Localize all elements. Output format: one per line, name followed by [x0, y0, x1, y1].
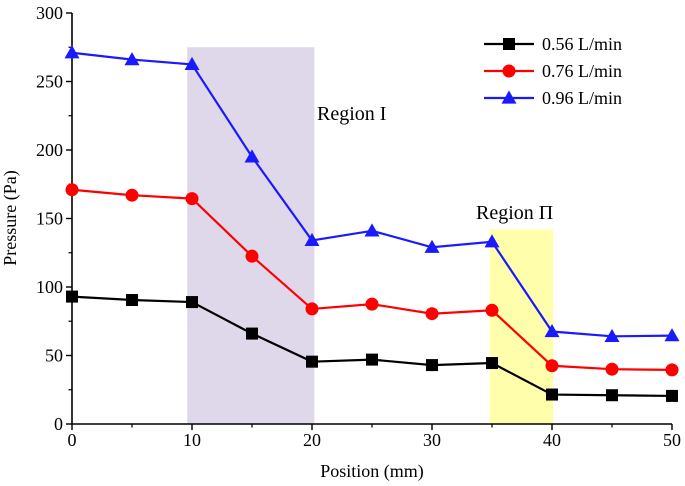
- legend-label-1: 0.56 L/min: [542, 34, 622, 54]
- y-tick-label: 0: [54, 414, 63, 434]
- y-tick-label: 200: [36, 140, 63, 160]
- data-point: [304, 232, 320, 247]
- region-band-1: [187, 47, 315, 424]
- y-axis-label: Pressure (Pa): [0, 170, 21, 265]
- x-tick-label: 20: [303, 430, 321, 450]
- y-tick-label: 100: [36, 277, 63, 297]
- data-point: [604, 328, 620, 342]
- region-labels: Region I Region Π: [317, 103, 553, 224]
- y-tick-label: 300: [36, 3, 63, 23]
- data-series: [64, 45, 680, 402]
- data-point: [306, 355, 318, 368]
- x-tick-label: 0: [68, 430, 77, 450]
- data-point: [64, 45, 80, 59]
- y-tick-label: 50: [45, 346, 63, 366]
- data-point: [245, 249, 259, 263]
- data-point: [426, 359, 438, 372]
- data-point: [246, 327, 258, 340]
- data-point: [65, 183, 79, 197]
- x-tick-label: 50: [663, 430, 681, 450]
- series-line-2: [71, 188, 673, 371]
- data-point: [484, 234, 500, 248]
- data-point: [126, 294, 138, 307]
- data-point: [424, 239, 440, 253]
- y-tick-label: 250: [36, 72, 63, 92]
- data-point: [605, 362, 619, 376]
- legend-marker-1: [503, 38, 515, 50]
- data-point: [364, 223, 380, 237]
- highlight-regions: [187, 47, 554, 424]
- x-axis-label: Position (mm): [320, 461, 424, 482]
- data-point: [425, 307, 439, 321]
- data-point: [546, 388, 558, 401]
- x-tick-label: 30: [423, 430, 441, 450]
- x-tick-label: 40: [543, 430, 561, 450]
- legend: 0.56 L/min 0.76 L/min 0.96 L/min: [484, 34, 622, 108]
- x-tick-label: 10: [183, 430, 201, 450]
- legend-marker-2: [502, 64, 516, 78]
- data-point: [544, 324, 560, 338]
- data-point: [365, 297, 379, 311]
- data-point: [184, 56, 200, 70]
- data-point: [185, 192, 199, 206]
- region-label-2: Region Π: [476, 202, 553, 224]
- data-point: [486, 357, 498, 370]
- data-point: [665, 363, 679, 377]
- data-point: [664, 328, 680, 342]
- legend-label-2: 0.76 L/min: [542, 61, 622, 81]
- data-point: [124, 52, 140, 66]
- data-point: [366, 353, 378, 366]
- series-line-1: [71, 295, 673, 398]
- region-band-2: [489, 229, 554, 424]
- region-label-1: Region I: [317, 103, 386, 125]
- data-point: [545, 359, 559, 373]
- legend-label-3: 0.96 L/min: [542, 88, 622, 108]
- legend-marker-3: [501, 90, 517, 104]
- data-point: [66, 290, 78, 303]
- data-point: [666, 389, 678, 402]
- data-point: [244, 149, 260, 163]
- data-point: [305, 302, 319, 316]
- data-point: [485, 303, 499, 317]
- data-point: [606, 389, 618, 402]
- y-tick-label: 150: [36, 209, 63, 229]
- data-point: [186, 296, 198, 309]
- data-point: [125, 188, 139, 202]
- axes: 0 10 20 30 40 50 0 50 100 150 200 250 300: [36, 3, 681, 450]
